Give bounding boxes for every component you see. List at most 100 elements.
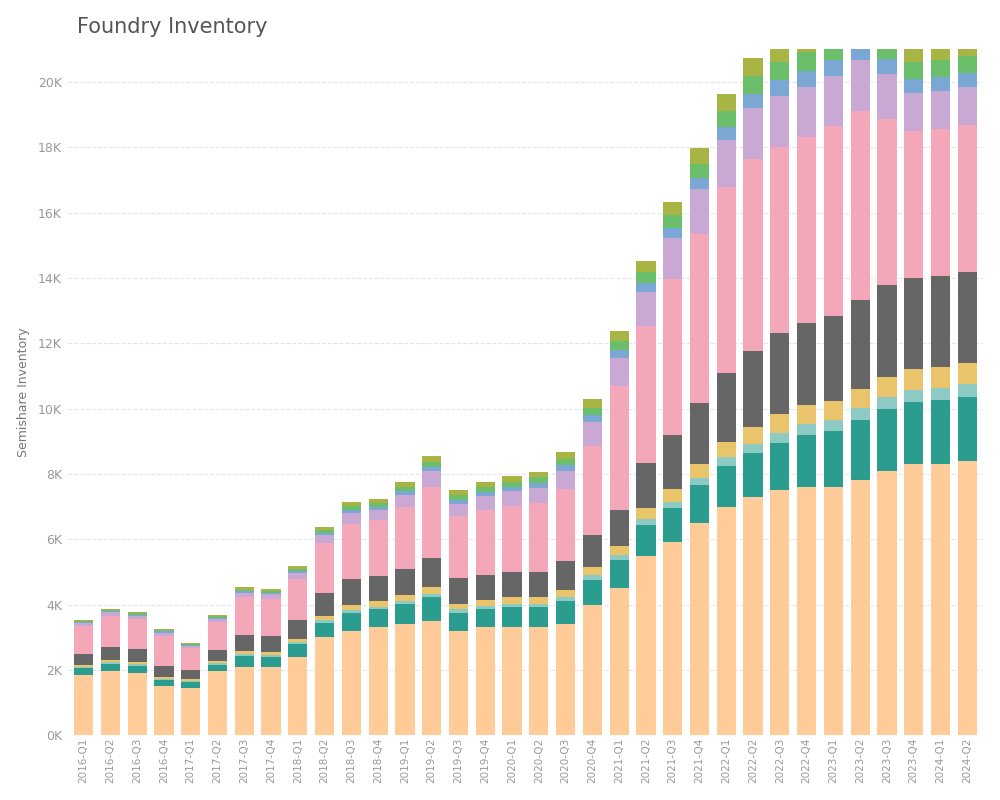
Bar [181,644,200,645]
Bar [502,607,522,627]
Bar [877,22,897,42]
Bar [529,597,548,603]
Bar [636,283,656,292]
Bar [288,642,307,644]
Bar [851,301,870,389]
Bar [74,623,93,626]
Bar [556,602,575,624]
Bar [529,603,548,607]
Bar [851,45,870,61]
Bar [315,527,334,530]
Bar [369,520,388,576]
Bar [583,534,602,566]
Bar [824,431,843,487]
Bar [958,87,977,125]
Bar [636,555,656,735]
Bar [663,228,682,238]
Bar [288,638,307,642]
Bar [476,627,495,735]
Bar [931,129,950,276]
Bar [154,679,174,680]
Bar [154,686,174,735]
Bar [261,666,281,735]
Bar [101,664,120,671]
Bar [690,190,709,234]
Bar [235,590,254,591]
Bar [154,680,174,686]
Bar [663,202,682,215]
Bar [583,408,602,415]
Bar [583,566,602,575]
Bar [128,616,147,619]
Bar [824,126,843,316]
Bar [422,621,441,735]
Bar [636,292,656,326]
Bar [583,422,602,446]
Bar [235,635,254,651]
Bar [904,390,923,402]
Bar [74,620,93,621]
Bar [770,414,789,433]
Bar [610,358,629,386]
Bar [851,408,870,420]
Bar [717,442,736,458]
Bar [74,674,93,735]
Bar [770,62,789,80]
Bar [288,578,307,619]
Bar [369,602,388,606]
Bar [797,137,816,323]
Bar [770,80,789,96]
Bar [369,610,388,627]
Bar [235,593,254,598]
Bar [315,543,334,594]
Bar [851,111,870,301]
Bar [610,510,629,546]
Bar [797,52,816,70]
Bar [583,575,602,580]
Bar [877,59,897,74]
Bar [449,630,468,735]
Bar [743,497,763,735]
Bar [610,386,629,510]
Bar [128,664,147,666]
Bar [369,627,388,735]
Bar [690,164,709,178]
Bar [342,502,361,506]
Bar [342,513,361,523]
Bar [690,178,709,190]
Bar [904,131,923,278]
Bar [181,681,200,682]
Bar [369,576,388,602]
Bar [342,506,361,510]
Bar [342,579,361,605]
Bar [181,682,200,688]
Bar [101,610,120,611]
Bar [690,478,709,486]
Bar [235,654,254,656]
Bar [261,652,281,655]
Bar [663,215,682,228]
Bar [476,482,495,487]
Bar [610,350,629,358]
Bar [154,631,174,633]
Bar [797,70,816,86]
Bar [369,510,388,520]
Bar [154,630,174,631]
Bar [556,624,575,735]
Bar [529,472,548,478]
Bar [743,351,763,426]
Bar [181,642,200,644]
Bar [315,530,334,533]
Bar [154,629,174,630]
Bar [636,525,656,555]
Bar [288,644,307,657]
Bar [342,510,361,513]
Bar [529,478,548,482]
Bar [74,621,93,622]
Bar [931,91,950,129]
Bar [877,42,897,59]
Bar [261,636,281,652]
Bar [315,620,334,622]
Bar [449,603,468,610]
Bar [208,615,227,617]
